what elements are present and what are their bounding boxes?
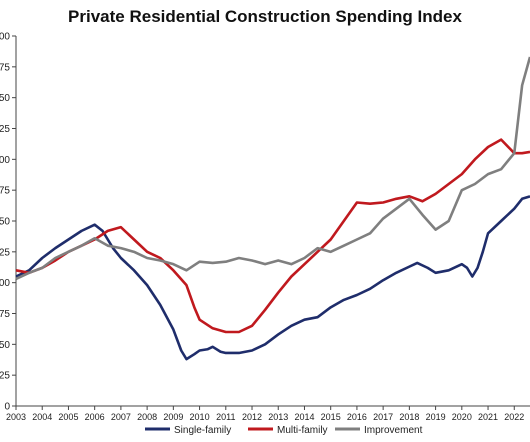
x-tick-label: 2006 [85, 412, 105, 422]
x-tick-label: 2007 [111, 412, 131, 422]
x-tick-label: 2003 [6, 412, 26, 422]
legend-label-improvement: Improvement [364, 425, 423, 436]
x-tick-label: 2019 [426, 412, 446, 422]
x-tick-label: 2021 [478, 412, 498, 422]
x-tick-label: 2017 [373, 412, 393, 422]
x-tick-label: 2014 [294, 412, 314, 422]
x-tick-label: 2012 [242, 412, 262, 422]
legend-label-single-family: Single-family [174, 425, 231, 436]
x-tick-label: 2016 [347, 412, 367, 422]
x-tick-label: 2013 [268, 412, 288, 422]
y-tick-label: 0 [4, 402, 10, 413]
x-tick-label: 2009 [163, 412, 183, 422]
y-tick-label: 25 [0, 371, 10, 382]
legend-label-multi-family: Multi-family [277, 425, 328, 436]
y-tick-label: 100 [0, 278, 10, 289]
y-tick-label: 200 [0, 155, 10, 166]
y-tick-label: 250 [0, 93, 10, 104]
y-tick-label: 75 [0, 309, 10, 320]
series-line-single-family [15, 195, 530, 361]
series-line-multi-family [15, 138, 530, 334]
chart-title: Private Residential Construction Spendin… [68, 7, 462, 26]
x-tick-label: 2020 [452, 412, 472, 422]
y-tick-label: 275 [0, 62, 10, 73]
series-lines [15, 56, 530, 361]
x-tick-label: 2010 [190, 412, 210, 422]
x-tick-label: 2011 [216, 412, 235, 422]
plot-frame [15, 36, 530, 407]
series-line-improvement [15, 56, 530, 281]
x-axis: 2003 2004 2005 2006 2007 2008 2009 2010 2011 2012… [6, 406, 524, 422]
y-axis: 0 25 50 75 100 125 150 175 200 225 250 275 300 [0, 32, 16, 413]
y-tick-label: 300 [0, 32, 10, 43]
y-tick-label: 175 [0, 186, 10, 197]
x-tick-label: 2015 [321, 412, 341, 422]
x-tick-label: 2018 [399, 412, 419, 422]
y-tick-label: 50 [0, 340, 10, 351]
y-tick-label: 225 [0, 124, 10, 135]
y-tick-label: 150 [0, 217, 10, 228]
x-tick-label: 2004 [32, 412, 52, 422]
legend: Single-family Multi-family Improvement [145, 425, 423, 436]
x-tick-label: 2022 [504, 412, 524, 422]
x-tick-label: 2008 [137, 412, 157, 422]
x-tick-label: 2005 [58, 412, 78, 422]
y-tick-label: 125 [0, 247, 10, 258]
